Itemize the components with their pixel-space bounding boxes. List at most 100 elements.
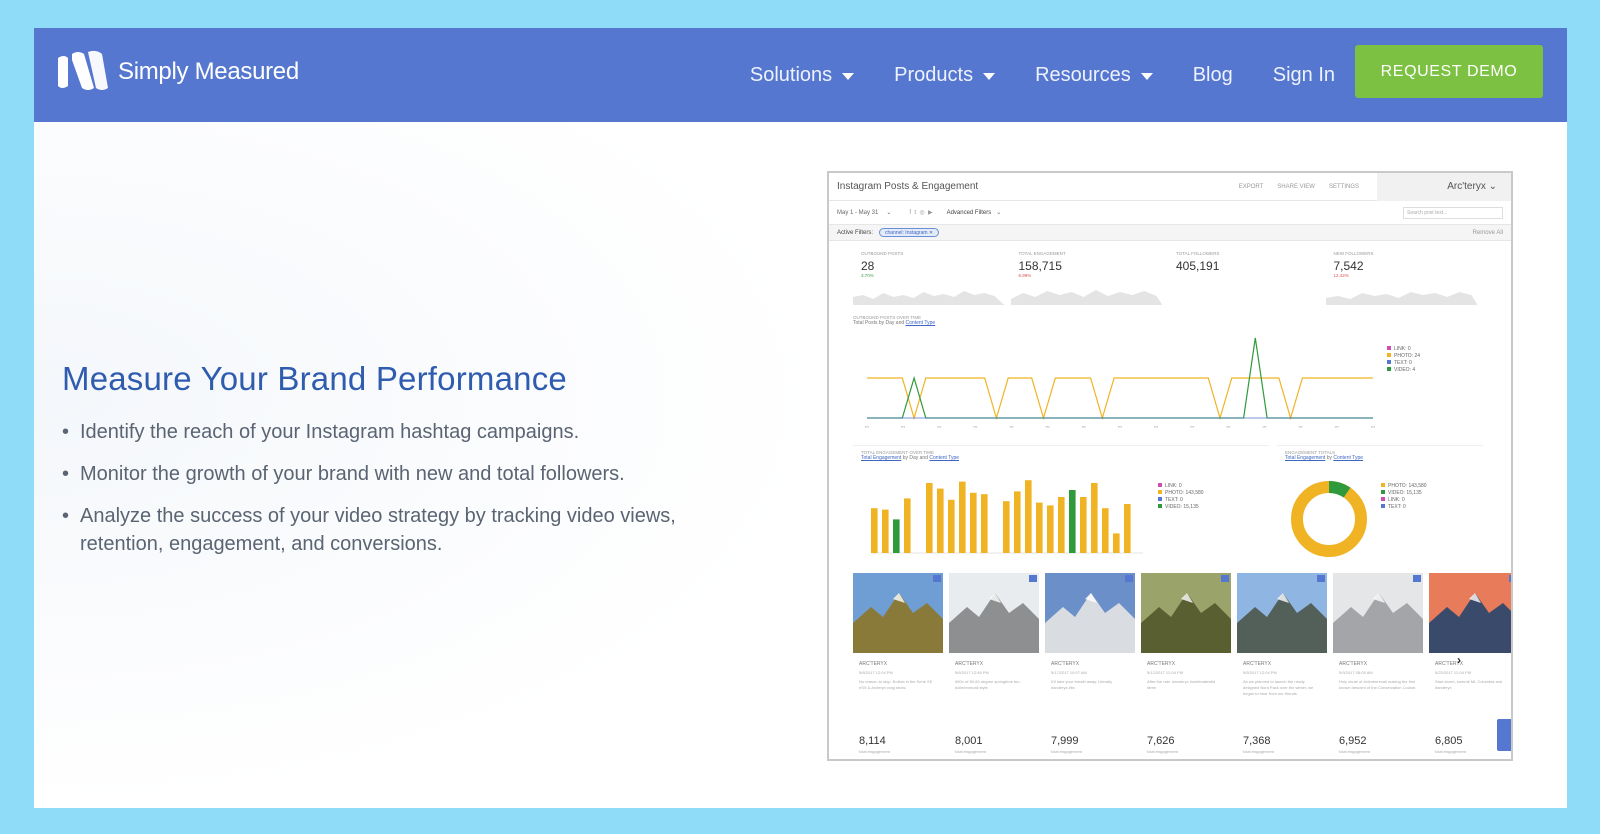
content-type-link[interactable]: Content Type [1333, 455, 1364, 461]
instagram-badge-icon [1413, 575, 1421, 582]
legend-label: TEXT: 0 [1165, 497, 1183, 503]
post-date: 5/23/2017 12:04 PM [1435, 670, 1472, 675]
filter-chip[interactable]: channel: Instagram ✕ [879, 228, 940, 237]
video-engagement-bar [1069, 490, 1076, 553]
kpi-label: NEW FOLLOWERS [1333, 251, 1374, 256]
chevron-down-icon: ⌄ [996, 210, 1002, 216]
post-card[interactable]: ARC'TERYX 5/23/2017 12:04 PM Start storm, … [1429, 573, 1513, 759]
photo-engagement-bar [959, 481, 966, 553]
top-posts-carousel: ARC'TERYX 5/8/2017 12:04 PM No reason to s… [853, 573, 1511, 759]
photo-engagement-bar [970, 492, 977, 553]
engagement-chart-subtitle: Total Engagement by Day and Content Type [861, 455, 1269, 461]
carousel-next-icon[interactable]: › [1457, 653, 1461, 667]
kpi-label: TOTAL FOLLOWERS [1176, 251, 1220, 256]
photo-engagement-bar [1036, 502, 1043, 553]
page-frame: Simply Measured Solutions Products Resourc… [34, 28, 1567, 808]
photo-donut-slice [1291, 481, 1367, 557]
advanced-filters-button[interactable]: Advanced Filters [946, 209, 992, 216]
legend-swatch [1158, 504, 1162, 508]
brand-name: Simply Measured [118, 58, 299, 85]
total-engagement-link[interactable]: Total Engagement [861, 455, 902, 461]
instagram-badge-icon [1317, 575, 1325, 582]
brand-logo[interactable]: Simply Measured [54, 50, 299, 94]
post-thumbnail[interactable] [949, 573, 1039, 653]
post-card[interactable]: ARC'TERYX 5/8/2017 12:04 PM No reason to s… [853, 573, 943, 759]
photo-series-line [867, 377, 1373, 421]
share-view-action[interactable]: SHARE VIEW [1277, 183, 1315, 190]
nav-solutions[interactable]: Solutions [749, 63, 855, 87]
legend-swatch [1381, 497, 1385, 501]
post-card[interactable]: ARC'TERYX 5/5/2017 12:04 PM As we planned … [1237, 573, 1327, 759]
post-engagement-label: total engagement [1339, 749, 1370, 754]
nav-label: Blog [1192, 63, 1233, 86]
x-tick-label: ▪▪▪ [1335, 424, 1340, 429]
request-demo-button[interactable]: REQUEST DEMO [1355, 45, 1543, 98]
kpi-card: OUTBOUND POSTS 28 3.70% [853, 247, 1005, 305]
content-type-link[interactable]: Content Type [905, 320, 936, 326]
post-engagement-label: total engagement [859, 749, 890, 754]
post-engagement-value: 7,626 [1147, 735, 1175, 747]
photo-engagement-bar [1102, 508, 1109, 553]
post-thumbnail[interactable] [1429, 573, 1513, 653]
legend-swatch [1387, 353, 1391, 357]
dashboard-title: Instagram Posts & Engagement [837, 181, 979, 192]
caret-down-icon [842, 72, 855, 80]
account-selector[interactable]: Arc'teryx ⌄ [1377, 173, 1511, 201]
engagement-totals-subtitle: Total Engagement by Content Type [1285, 455, 1483, 461]
kpi-sparkline [1010, 290, 1162, 305]
total-engagement-link[interactable]: Total Engagement [1285, 455, 1326, 461]
kpi-value: 158,715 [1018, 259, 1062, 273]
thumbnail-mountain [1237, 593, 1327, 653]
post-thumbnail[interactable] [1237, 573, 1327, 653]
post-brand: ARC'TERYX [1051, 661, 1080, 667]
engagement-chart-caption: TOTAL ENGAGEMENT OVER TIME [861, 450, 935, 455]
kpi-delta: 3.70% [861, 273, 874, 278]
instagram-badge-icon [1125, 575, 1133, 582]
kpi-sparkline [1168, 283, 1320, 305]
content-type-link[interactable]: Content Type [929, 455, 960, 461]
thumbnail-snow [1469, 593, 1481, 603]
nav-label: Sign In [1272, 63, 1335, 86]
date-range-selector[interactable]: May 1 - May 31 [837, 209, 879, 216]
post-thumbnail[interactable] [1045, 573, 1135, 653]
settings-action[interactable]: SETTINGS [1328, 183, 1359, 190]
post-brand: ARC'TERYX [955, 661, 984, 667]
feedback-side-tab[interactable] [1497, 719, 1511, 751]
nav-resources[interactable]: Resources [1035, 64, 1153, 87]
post-date: 5/17/2017 10:07 AM [1051, 670, 1087, 675]
photo-engagement-bar [904, 498, 911, 553]
thumbnail-snow [1373, 593, 1385, 603]
post-thumbnail[interactable] [853, 573, 943, 653]
thumbnail-snow [893, 593, 905, 603]
nav-sign-in[interactable]: Sign In [1273, 64, 1335, 87]
photo-engagement-bar [1124, 504, 1131, 553]
kpi-value: 7,542 [1333, 259, 1364, 273]
post-card[interactable]: ARC'TERYX 5/9/2017 08:05 AM Holy chute of … [1333, 573, 1423, 759]
post-caption: Holy chute of #climbnrecall making the f… [1339, 679, 1417, 690]
nav-blog[interactable]: Blog [1193, 64, 1233, 87]
post-date: 5/12/2017 12:04 PM [1147, 670, 1184, 675]
post-card[interactable]: ARC'TERYX 5/17/2017 10:07 AM It'll take yo… [1045, 573, 1135, 759]
nav-label: Solutions [749, 63, 833, 86]
photo-engagement-bar [926, 483, 933, 553]
photo-engagement-bar [882, 509, 889, 553]
sparkline-area [853, 291, 1005, 305]
dashboard-toolbar: Instagram Posts & Engagement EXPORT SHAR… [829, 173, 1511, 201]
video-engagement-bar [893, 519, 900, 553]
export-action[interactable]: EXPORT [1238, 183, 1264, 190]
nav-products[interactable]: Products [894, 64, 996, 87]
engagement-subtitle-mid: by Day and [902, 455, 928, 461]
kpi-delta: 6.99% [1018, 273, 1032, 278]
feature-bullet: Identify the reach of your Instagram has… [62, 418, 762, 446]
post-thumbnail[interactable] [1333, 573, 1423, 653]
post-thumbnail[interactable] [1141, 573, 1231, 653]
post-card[interactable]: ARC'TERYX 5/12/2017 12:04 PM After the rai… [1141, 573, 1231, 759]
post-search-input[interactable]: Search post text... [1403, 206, 1503, 219]
post-engagement-value: 7,368 [1243, 735, 1271, 747]
engagement-over-time-panel: TOTAL ENGAGEMENT OVER TIME Total Engagem… [853, 445, 1269, 571]
photo-engagement-bar [871, 508, 878, 553]
remove-all-link[interactable]: Remove All [1472, 229, 1503, 236]
post-card[interactable]: ARC'TERYX 5/6/2017 12:46 PM #50n of 50-60 … [949, 573, 1039, 759]
legend-label: TEXT: 0 [1394, 360, 1412, 366]
